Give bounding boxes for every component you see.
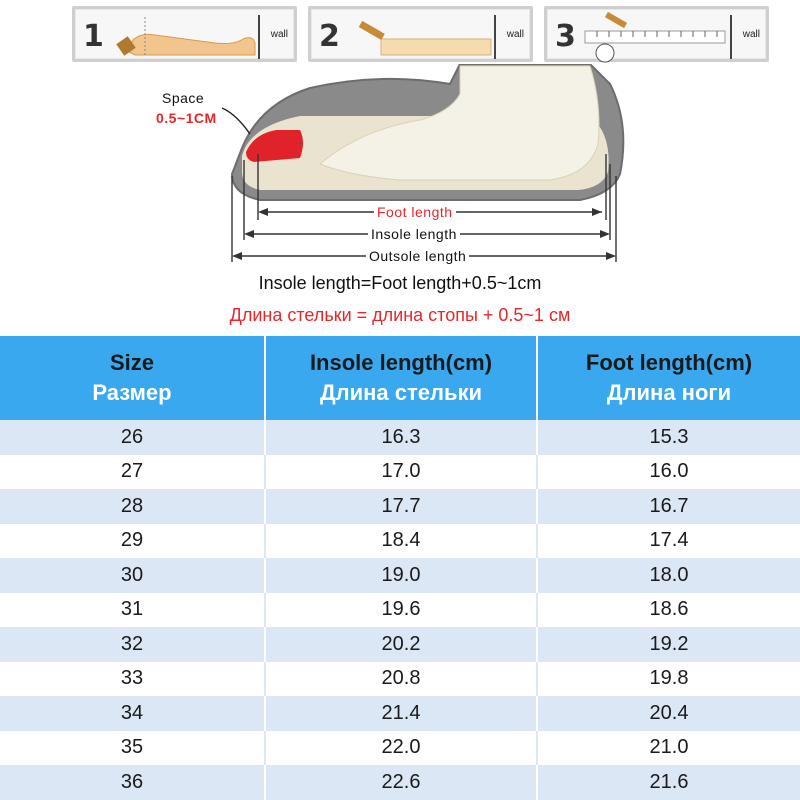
header-insole-ru: Длина стельки — [319, 380, 483, 405]
wall-label: wall — [270, 29, 288, 40]
header-size-ru: Размер — [92, 380, 172, 405]
measurement-steps: 1 wall 2 wall 3 — [72, 6, 770, 63]
foot-cell: 18.6 — [649, 598, 689, 621]
space-value: 0.5~1CM — [156, 110, 217, 126]
table-row: 26 16.3 15.3 — [0, 420, 800, 455]
table-row: 31 19.6 18.6 — [0, 592, 800, 627]
ruler-measure-icon — [584, 11, 732, 63]
size-cell: 32 — [0, 627, 266, 662]
foot-against-wall-icon — [116, 15, 260, 59]
table-row: 33 20.8 19.8 — [0, 661, 800, 696]
size-cell: 27 — [0, 454, 266, 489]
insole-cell: 20.8 — [266, 661, 538, 696]
table-header: Size Размер Insole length(cm) Длина стел… — [0, 336, 800, 420]
size-cell: 33 — [0, 661, 266, 696]
foot-cell: 21.0 — [649, 736, 689, 759]
table-row: 27 17.0 16.0 — [0, 454, 800, 489]
table-row: 35 22.0 21.0 — [0, 730, 800, 765]
header-size: Size Размер — [0, 336, 266, 420]
formula-english: Insole length=Foot length+0.5~1cm — [258, 273, 542, 293]
shoe-cross-section-diagram — [150, 64, 640, 274]
table-row: 34 21.4 20.4 — [0, 696, 800, 731]
foot-cell: 17.4 — [649, 529, 689, 552]
foot-cell: 20.4 — [649, 701, 689, 724]
insole-cell: 16.3 — [266, 420, 538, 455]
header-foot-ru: Длина ноги — [606, 380, 732, 405]
size-cell: 34 — [0, 696, 266, 731]
table-row: 28 17.7 16.7 — [0, 489, 800, 524]
shoe-illustration — [221, 64, 625, 262]
insole-length-label: Insole length — [368, 226, 460, 242]
header-foot-en: Foot length(cm) — [585, 350, 753, 375]
step-number: 1 — [83, 19, 104, 54]
insole-cell: 19.6 — [266, 592, 538, 627]
outsole-length-label: Outsole length — [366, 248, 470, 264]
foot-cell: 16.7 — [649, 494, 689, 517]
header-foot: Foot length(cm) Длина ноги — [538, 336, 800, 420]
header-insole-en: Insole length(cm) — [309, 350, 493, 375]
insole-cell: 18.4 — [266, 523, 538, 558]
foot-length-label: Foot length — [374, 204, 456, 220]
size-cell: 35 — [0, 730, 266, 765]
insole-cell: 17.7 — [266, 489, 538, 524]
size-cell: 29 — [0, 523, 266, 558]
insole-cell: 19.0 — [266, 558, 538, 593]
foot-cell: 19.2 — [649, 632, 689, 655]
step-3-panel: 3 wall — [544, 6, 769, 63]
insole-cell: 22.6 — [266, 765, 538, 800]
size-cell: 30 — [0, 558, 266, 593]
insole-cell: 21.4 — [266, 696, 538, 731]
step-number: 2 — [319, 19, 340, 54]
table-row: 30 19.0 18.0 — [0, 558, 800, 593]
table-row: 36 22.6 21.6 — [0, 765, 800, 800]
insole-cell: 17.0 — [266, 454, 538, 489]
pencil-mark-icon — [358, 15, 496, 59]
step-1-panel: 1 wall — [72, 6, 297, 62]
insole-cell: 22.0 — [266, 730, 538, 765]
wall-label: wall — [506, 29, 524, 40]
size-cell: 28 — [0, 489, 266, 524]
header-size-en: Size — [109, 350, 155, 375]
table-row: 29 18.4 17.4 — [0, 523, 800, 558]
insole-cell: 20.2 — [266, 627, 538, 662]
foot-cell: 15.3 — [649, 425, 689, 448]
foot-cell: 18.0 — [649, 563, 689, 586]
size-cell: 31 — [0, 592, 266, 627]
step-number: 3 — [555, 19, 576, 54]
step-2-panel: 2 wall — [308, 6, 533, 62]
foot-cell: 21.6 — [649, 770, 689, 793]
foot-cell: 16.0 — [649, 460, 689, 483]
size-chart-table: Size Размер Insole length(cm) Длина стел… — [0, 336, 800, 800]
foot-cell: 19.8 — [649, 667, 689, 690]
space-label: Space — [162, 90, 205, 106]
size-cell: 36 — [0, 765, 266, 800]
wall-label: wall — [742, 29, 760, 40]
header-insole: Insole length(cm) Длина стельки — [266, 336, 538, 420]
formula-russian: Длина стельки = длина стопы + 0.5~1 см — [229, 305, 571, 325]
table-body: 26 16.3 15.3 27 17.0 16.0 28 17.7 16.7 29 18.4 1… — [0, 420, 800, 800]
size-cell: 26 — [0, 420, 266, 455]
table-row: 32 20.2 19.2 — [0, 627, 800, 662]
